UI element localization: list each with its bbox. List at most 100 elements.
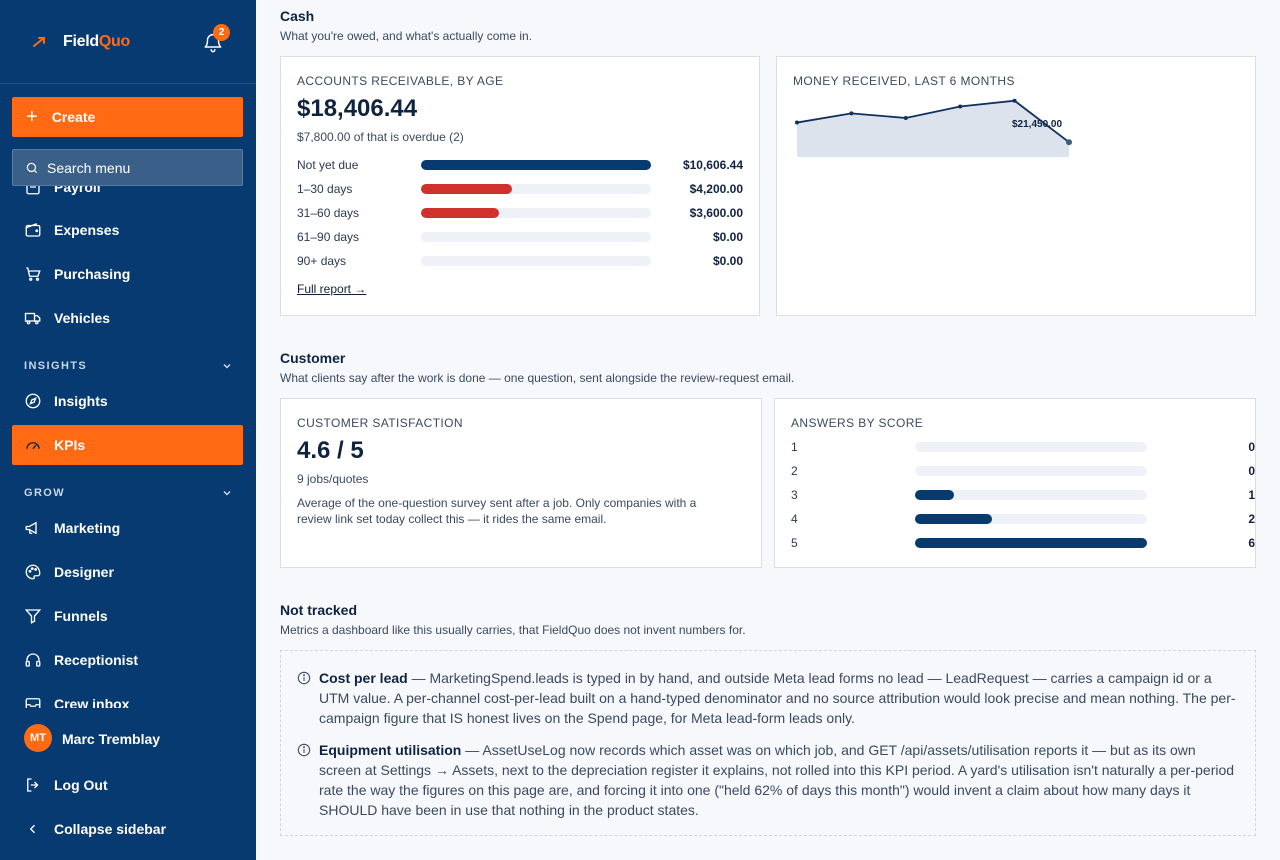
headset-icon — [25, 653, 41, 667]
ar-bar-track — [421, 232, 651, 242]
received-last-value-label: $21,450.00 — [1012, 119, 1063, 130]
not-tracked-item-title: Equipment utilisation — [319, 742, 462, 758]
ar-row-not-yet-due: Not yet due $10,606.44 — [297, 157, 743, 173]
sidebar-item-insights[interactable]: Insights — [12, 381, 243, 421]
ar-row-label: 61–90 days — [297, 230, 360, 244]
section-insights[interactable]: INSIGHTS — [24, 360, 232, 372]
ar-row-label: 90+ days — [297, 254, 347, 268]
collapse-label: Collapse sidebar — [54, 821, 167, 837]
brand-name-part1: Field — [63, 33, 99, 50]
sidebar-item-label: Insights — [54, 393, 108, 409]
ar-row-amount: $3,600.00 — [689, 206, 743, 220]
ar-overdue-note: $7,800.00 of that is overdue (2) — [297, 130, 464, 144]
customer-section-title: Customer — [280, 350, 346, 366]
money-received-card: MONEY RECEIVED, LAST 6 MONTHS $21,450.00 — [776, 56, 1256, 316]
brand-name[interactable]: FieldQuo — [63, 33, 130, 51]
score-row-1: 1 0 — [791, 439, 1255, 455]
ar-row-amount: $0.00 — [712, 254, 743, 268]
collapse-sidebar-button[interactable]: Collapse sidebar — [24, 820, 166, 838]
bell-icon[interactable] — [202, 31, 224, 53]
sidebar-item-receptionist[interactable]: Receptionist — [12, 640, 243, 680]
sidebar-item-designer[interactable]: Designer — [12, 552, 243, 592]
user-name[interactable]: Marc Tremblay — [62, 731, 161, 747]
ar-row-label: 31–60 days — [297, 206, 360, 220]
logout-button[interactable]: Log Out — [24, 776, 108, 794]
answers-by-score-card: ANSWERS BY SCORE 1 0 2 0 3 1 4 2 5 6 — [774, 398, 1256, 568]
palette-icon — [25, 564, 41, 580]
ar-bar-fill — [421, 184, 513, 194]
sidebar-item-crew-inbox[interactable]: Crew inbox — [12, 684, 243, 708]
score-row-4: 4 2 — [791, 511, 1255, 527]
cart-icon — [26, 267, 41, 281]
sidebar-item-label: Designer — [54, 564, 114, 580]
sidebar-footer: MT Marc Tremblay Log Out Collapse sideba… — [0, 708, 256, 860]
search-menu-input[interactable]: Search menu — [12, 149, 243, 186]
not-tracked-item-text: — AssetUseLog now records which asset wa… — [319, 742, 1235, 818]
score-bar-fill — [915, 490, 954, 500]
sidebar-item-kpis[interactable]: KPIs — [12, 425, 243, 465]
sidebar-item-marketing[interactable]: Marketing — [12, 508, 243, 548]
ar-row-amount: $10,606.44 — [682, 158, 743, 172]
score-count: 2 — [1248, 512, 1255, 526]
sparkline-point — [849, 111, 854, 116]
score-bar-track — [915, 442, 1147, 452]
megaphone-icon — [25, 521, 37, 535]
sidebar-item-expenses[interactable]: Expenses — [12, 210, 243, 250]
sidebar-item-label: Vehicles — [54, 310, 111, 326]
gauge-icon — [26, 442, 40, 450]
logout-label: Log Out — [54, 777, 108, 793]
csat-note-line2: review link set today collect this — it … — [297, 512, 607, 526]
not-tracked-item-title: Cost per lead — [319, 670, 408, 686]
avatar[interactable]: MT — [24, 724, 52, 752]
ar-bar-track — [421, 208, 651, 218]
score-bar-track — [915, 490, 1147, 500]
sidebar-item-label: Purchasing — [54, 266, 131, 282]
sidebar-nav[interactable]: Payroll Expenses Purchasing Vehicles INS… — [0, 137, 256, 708]
ar-total: $18,406.44 — [297, 95, 418, 122]
sidebar-item-label: Receptionist — [54, 652, 139, 668]
card-label: ANSWERS BY SCORE — [791, 416, 924, 430]
sidebar-item-label: Funnels — [54, 608, 108, 624]
score-label: 2 — [791, 464, 798, 478]
main-content: Cash What you're owed, and what's actual… — [256, 0, 1280, 860]
search-placeholder: Search menu — [47, 159, 131, 176]
score-count: 6 — [1248, 536, 1255, 550]
wallet-icon — [25, 223, 41, 237]
sparkline-point — [795, 120, 799, 125]
card-label: MONEY RECEIVED, LAST 6 MONTHS — [793, 74, 1015, 88]
csat-value: 4.6 / 5 — [297, 437, 364, 464]
truck-icon — [24, 312, 41, 325]
ar-row-1-30: 1–30 days $4,200.00 — [297, 181, 743, 197]
info-icon — [297, 671, 311, 685]
info-icon — [297, 743, 311, 757]
create-button[interactable]: + Create — [12, 97, 243, 137]
sidebar-item-funnels[interactable]: Funnels — [12, 596, 243, 636]
card-label: ACCOUNTS RECEIVABLE, BY AGE — [297, 74, 504, 88]
card-label: CUSTOMER SATISFACTION — [297, 416, 463, 430]
ar-row-31-60: 31–60 days $3,600.00 — [297, 205, 743, 221]
score-label: 3 — [791, 488, 798, 502]
csat-note-line1: Average of the one-question survey sent … — [297, 496, 697, 510]
sidebar-item-purchasing[interactable]: Purchasing — [12, 254, 243, 294]
sparkline-line — [796, 99, 1070, 143]
not-tracked-item-text: — MarketingSpend.leads is typed in by ha… — [319, 670, 1236, 726]
inbox-icon — [25, 698, 41, 708]
logout-icon — [27, 778, 39, 792]
score-count: 1 — [1248, 488, 1255, 502]
brand-header: FieldQuo 2 — [0, 0, 256, 84]
full-report-link[interactable]: Full report → — [297, 282, 367, 296]
section-grow[interactable]: GROW — [24, 487, 232, 499]
sidebar-item-label: Marketing — [54, 520, 121, 536]
sidebar-item-label: Crew inbox — [54, 696, 130, 708]
ar-row-90-plus: 90+ days $0.00 — [297, 253, 743, 269]
score-label: 4 — [791, 512, 798, 526]
create-label: Create — [51, 109, 96, 125]
sidebar-item-vehicles[interactable]: Vehicles — [12, 298, 243, 338]
score-bar-track — [915, 514, 1147, 524]
not-tracked-section-title: Not tracked — [280, 602, 358, 618]
sparkline-point — [1066, 139, 1072, 146]
sidebar-item-label: Expenses — [54, 222, 120, 238]
ar-bar-track — [421, 160, 651, 170]
cash-section-subtitle: What you're owed, and what's actually co… — [280, 29, 533, 43]
not-tracked-section-subtitle: Metrics a dashboard like this usually ca… — [280, 623, 746, 637]
